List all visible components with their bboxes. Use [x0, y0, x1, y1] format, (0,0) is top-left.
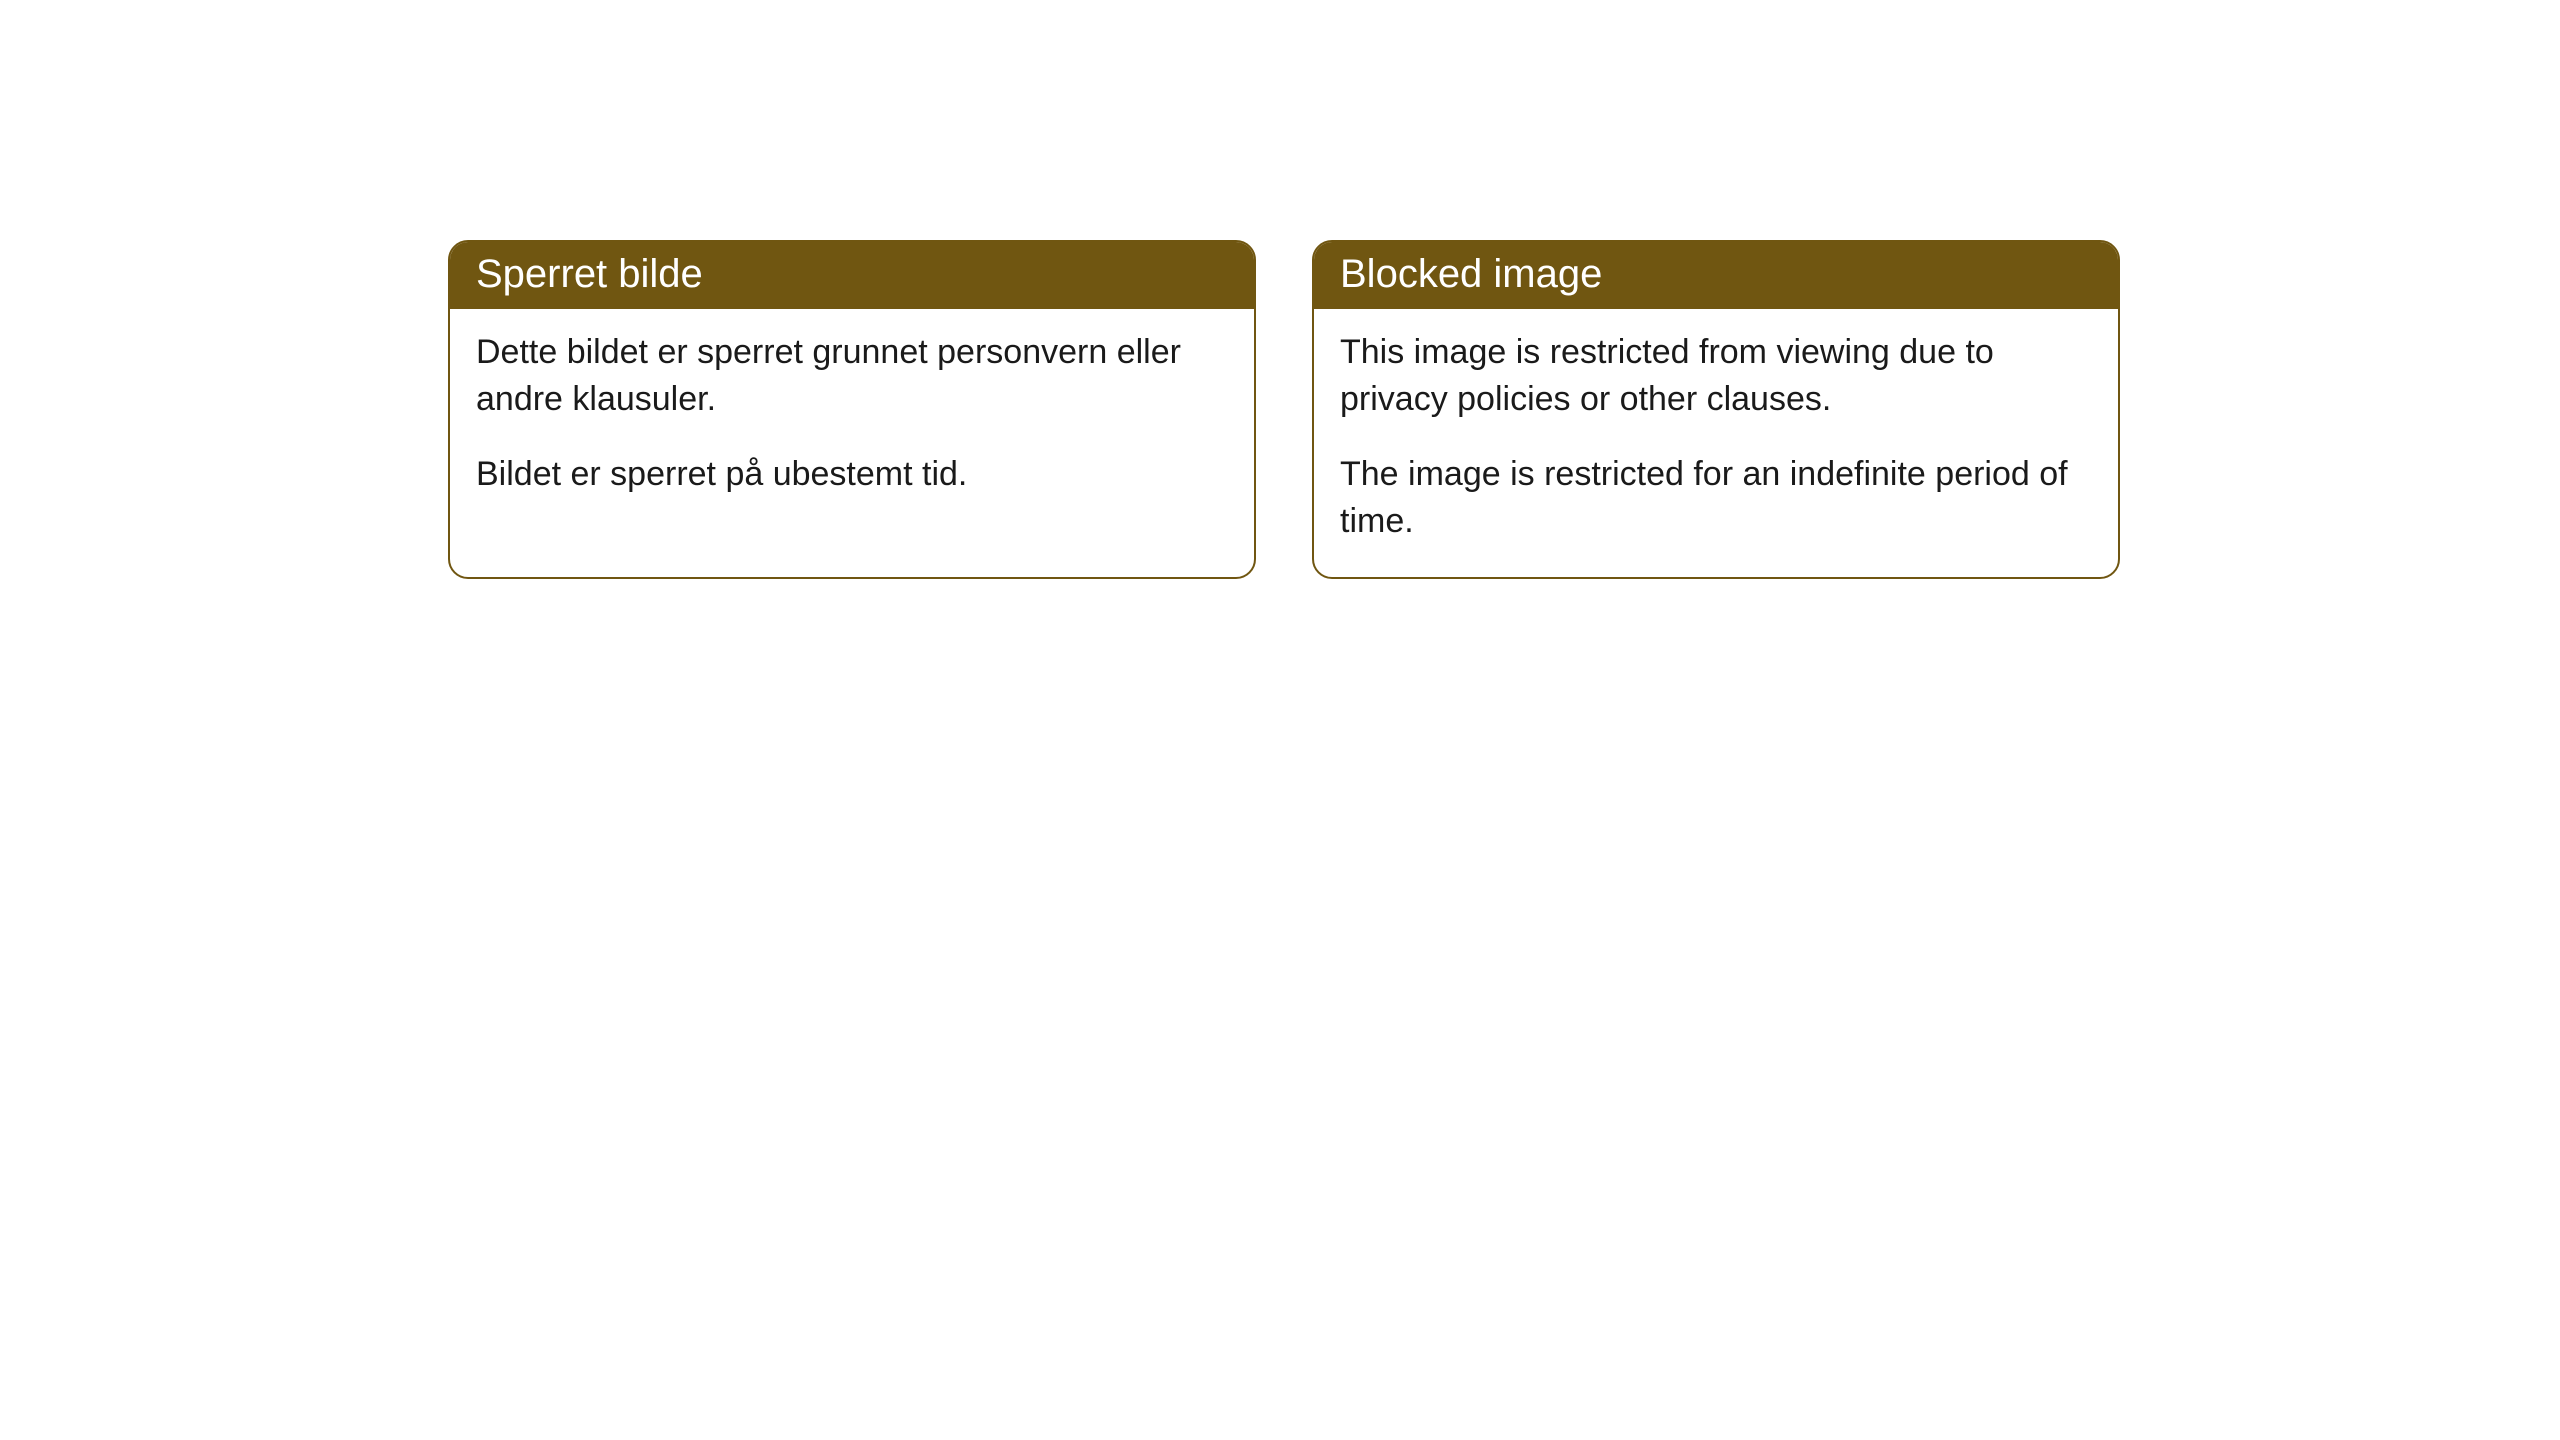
panel-title-no: Sperret bilde — [450, 242, 1254, 309]
panel-text-no-1: Dette bildet er sperret grunnet personve… — [476, 329, 1228, 423]
panel-text-en-1: This image is restricted from viewing du… — [1340, 329, 2092, 423]
panel-body-en: This image is restricted from viewing du… — [1314, 309, 2118, 577]
panel-body-no: Dette bildet er sperret grunnet personve… — [450, 309, 1254, 530]
panel-title-en: Blocked image — [1314, 242, 2118, 309]
blocked-image-panel-en: Blocked image This image is restricted f… — [1312, 240, 2120, 579]
panel-text-no-2: Bildet er sperret på ubestemt tid. — [476, 451, 1228, 498]
blocked-image-panel-no: Sperret bilde Dette bildet er sperret gr… — [448, 240, 1256, 579]
notice-container: Sperret bilde Dette bildet er sperret gr… — [0, 0, 2560, 579]
panel-text-en-2: The image is restricted for an indefinit… — [1340, 451, 2092, 545]
